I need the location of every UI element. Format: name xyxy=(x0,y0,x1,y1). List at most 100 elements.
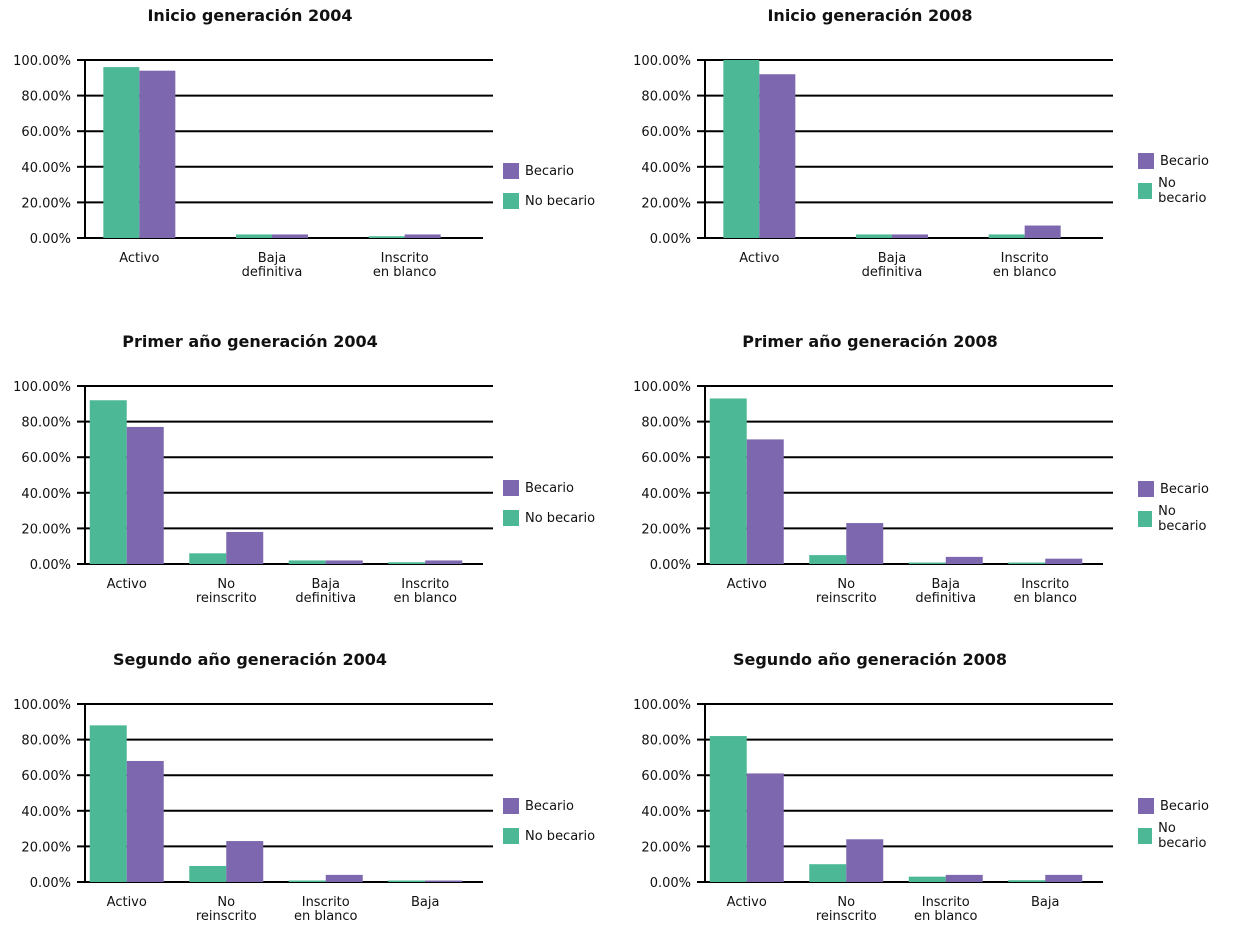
x-tick-label: No reinscrito xyxy=(816,895,877,924)
bar-chart: 0.00% 20.00% 40.00% 60.00% 80.00% 100.00% Acti… xyxy=(13,54,493,280)
bar-no-becario xyxy=(709,736,747,882)
y-tick-label: 100.00% xyxy=(13,54,71,69)
legend-item-no-becario: No becario xyxy=(503,827,595,845)
bar-no-becario xyxy=(288,880,326,882)
bar-no-becario xyxy=(89,400,127,564)
chart-legend: Becario No becario xyxy=(1138,152,1220,212)
bar-becario xyxy=(272,234,308,238)
x-tick-label: Baja definitiva xyxy=(915,577,976,606)
y-tick-label: 100.00% xyxy=(13,698,71,713)
legend-label-no-becario: No becario xyxy=(525,828,596,844)
legend-label-no-becario: No becario xyxy=(1158,504,1207,534)
legend-swatch-becario xyxy=(1138,153,1154,169)
y-tick-label: 80.00% xyxy=(21,90,71,105)
y-tick-label: 80.00% xyxy=(641,416,691,431)
x-tick-label: Baja xyxy=(411,895,439,910)
legend-swatch-no-becario xyxy=(503,193,519,209)
y-tick-label: 60.00% xyxy=(641,769,691,784)
bar-becario xyxy=(945,556,983,564)
x-tick-label: Baja definitiva xyxy=(295,577,356,606)
y-tick-label: 0.00% xyxy=(30,232,71,247)
y-tick-label: 20.00% xyxy=(21,840,71,855)
x-tick-label: No reinscrito xyxy=(816,577,877,606)
bar-becario xyxy=(846,523,884,564)
chart-inicio-2008: Inicio generación 2008 0.00% 20.00% 40.00%… xyxy=(620,0,1220,290)
legend-label-becario: Becario xyxy=(525,798,574,814)
y-tick-label: 60.00% xyxy=(21,769,71,784)
chart-legend: Becario No becario xyxy=(1138,797,1220,857)
bar-becario xyxy=(945,874,983,882)
legend-swatch-no-becario xyxy=(1138,183,1153,199)
chart-title: Inicio generación 2004 xyxy=(147,6,353,25)
legend-item-no-becario: No becario xyxy=(503,509,595,527)
bar-becario xyxy=(892,234,928,238)
y-tick-label: 100.00% xyxy=(633,698,691,713)
x-tick-label: Activo xyxy=(107,577,147,592)
y-tick-label: 80.00% xyxy=(641,734,691,749)
bar-chart: 0.00% 20.00% 40.00% 60.00% 80.00% 100.00% Acti… xyxy=(633,54,1113,280)
legend-label-becario: Becario xyxy=(1160,481,1209,497)
legend-label-no-becario: No becario xyxy=(1158,176,1207,206)
y-tick-label: 100.00% xyxy=(633,380,691,395)
chart-inicio-2004: Inicio generación 2004 0.00% 20.00% 40.00%… xyxy=(0,0,600,290)
bar-becario xyxy=(126,760,164,882)
bar-no-becario xyxy=(236,234,272,238)
y-tick-label: 20.00% xyxy=(641,196,691,211)
chart-legend: Becario No becario xyxy=(1138,480,1220,540)
legend-swatch-becario xyxy=(503,798,519,814)
y-tick-label: 40.00% xyxy=(21,805,71,820)
y-tick-label: 20.00% xyxy=(641,840,691,855)
bar-becario xyxy=(126,426,164,564)
bar-no-becario xyxy=(1008,880,1046,882)
legend-item-becario: Becario xyxy=(503,162,595,180)
bar-becario xyxy=(1045,558,1083,564)
x-tick-label: Inscrito en blanco xyxy=(393,577,457,606)
bar-becario xyxy=(759,74,796,239)
x-tick-label: No reinscrito xyxy=(196,895,257,924)
y-tick-label: 60.00% xyxy=(641,451,691,466)
legend-item-becario: Becario xyxy=(1138,797,1220,815)
x-tick-label: Activo xyxy=(107,895,147,910)
bar-becario xyxy=(325,560,363,564)
bar-chart: 0.00% 20.00% 40.00% 60.00% 80.00% 100.00% Acti… xyxy=(13,698,493,924)
bar-becario xyxy=(1024,225,1061,238)
bar-no-becario xyxy=(908,876,946,882)
x-tick-label: No reinscrito xyxy=(196,577,257,606)
x-tick-label: Baja definitiva xyxy=(862,251,923,280)
bar-becario xyxy=(226,531,264,564)
legend-swatch-no-becario xyxy=(503,828,519,844)
bar-no-becario xyxy=(89,725,127,882)
bar-no-becario xyxy=(809,864,847,882)
chart-title: Segundo año generación 2008 xyxy=(732,650,1008,669)
chart-title: Primer año generación 2004 xyxy=(122,332,378,351)
bar-chart: 0.00% 20.00% 40.00% 60.00% 80.00% 100.00% Acti… xyxy=(633,698,1113,924)
y-tick-label: 0.00% xyxy=(650,232,691,247)
bar-becario xyxy=(746,773,784,882)
chart-segundo-2004: Segundo año generación 2004 0.00% 20.00% 4… xyxy=(0,644,600,934)
legend-item-no-becario: No becario xyxy=(1138,176,1220,206)
y-tick-label: 20.00% xyxy=(641,522,691,537)
x-tick-label: Inscrito en blanco xyxy=(294,895,358,924)
y-tick-label: 40.00% xyxy=(21,487,71,502)
legend-label-becario: Becario xyxy=(1160,153,1209,169)
legend-swatch-no-becario xyxy=(503,510,519,526)
x-tick-label: Baja xyxy=(1031,895,1059,910)
legend-item-becario: Becario xyxy=(1138,152,1220,170)
x-tick-label: Inscrito en blanco xyxy=(373,251,437,280)
bar-becario xyxy=(425,880,463,882)
bar-becario xyxy=(746,439,784,564)
bar-no-becario xyxy=(988,234,1025,238)
x-tick-label: Activo xyxy=(739,251,779,266)
y-tick-label: 80.00% xyxy=(21,416,71,431)
legend-item-no-becario: No becario xyxy=(1138,504,1220,534)
bar-becario xyxy=(226,841,264,882)
legend-swatch-becario xyxy=(503,163,519,179)
y-tick-label: 80.00% xyxy=(21,734,71,749)
legend-swatch-becario xyxy=(503,480,519,496)
bar-no-becario xyxy=(723,60,760,238)
bar-becario xyxy=(139,70,176,239)
x-tick-label: Inscrito en blanco xyxy=(914,895,978,924)
legend-item-no-becario: No becario xyxy=(503,192,595,210)
x-tick-label: Inscrito en blanco xyxy=(993,251,1057,280)
y-tick-label: 0.00% xyxy=(30,558,71,573)
